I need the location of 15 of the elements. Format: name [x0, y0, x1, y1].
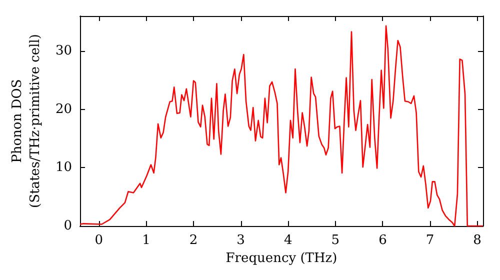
y-tick-label: 0 — [64, 218, 72, 234]
y-tick-label: 20 — [55, 102, 72, 117]
x-tick-label: 4 — [284, 233, 292, 248]
x-tick-label: 0 — [94, 233, 104, 248]
x-tick-label: 7 — [426, 233, 434, 248]
x-axis-title: Frequency (THz) — [226, 251, 338, 266]
y-tick-label: 10 — [55, 160, 72, 176]
x-tick-label: 8 — [473, 233, 482, 248]
x-tick-label: 2 — [189, 233, 198, 248]
x-tick-label: 3 — [236, 233, 245, 248]
y-axis-title: Phonon DOS (States/THz·primitive cell) — [10, 34, 44, 208]
x-tick-label: 6 — [378, 233, 387, 248]
x-tick-label: 1 — [142, 233, 150, 248]
x-tick-label: 5 — [331, 233, 340, 248]
y-tick-label: 30 — [55, 44, 72, 58]
